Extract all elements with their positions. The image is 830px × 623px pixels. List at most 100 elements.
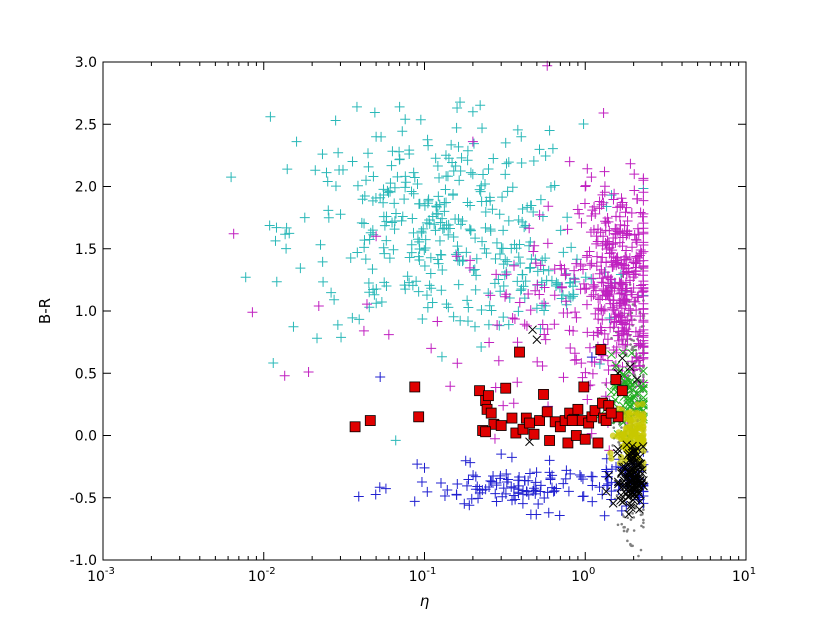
data-point xyxy=(608,295,619,306)
data-point xyxy=(542,238,553,249)
data-point xyxy=(612,426,616,429)
data-point xyxy=(580,272,591,283)
data-point xyxy=(632,331,643,342)
data-point xyxy=(446,139,457,150)
data-point xyxy=(412,234,423,245)
data-point xyxy=(363,277,374,288)
data-point xyxy=(608,194,619,205)
data-point xyxy=(379,220,390,231)
data-point xyxy=(629,230,640,241)
data-point xyxy=(606,256,617,267)
data-point xyxy=(419,261,430,272)
data-point xyxy=(416,477,427,488)
data-point xyxy=(516,131,527,142)
data-point xyxy=(495,249,506,260)
data-point xyxy=(513,252,524,263)
data-point xyxy=(481,248,492,259)
data-point xyxy=(475,100,486,111)
data-point xyxy=(611,211,622,222)
data-point xyxy=(638,341,649,352)
data-point xyxy=(383,329,394,340)
data-point xyxy=(632,529,636,532)
data-point xyxy=(631,426,639,434)
data-point xyxy=(501,469,512,480)
data-point xyxy=(437,213,448,224)
data-point xyxy=(535,480,546,491)
y-tick-label: -0.5 xyxy=(70,491,97,507)
data-point xyxy=(534,289,545,300)
data-point xyxy=(562,224,573,235)
data-point xyxy=(560,296,571,307)
data-point xyxy=(632,292,643,303)
data-point xyxy=(571,258,582,269)
data-point xyxy=(631,544,634,548)
data-point xyxy=(639,413,646,420)
data-point xyxy=(521,486,532,497)
data-point xyxy=(375,371,386,382)
data-point xyxy=(501,477,512,488)
data-point xyxy=(586,428,597,439)
data-point xyxy=(629,518,633,521)
data-point xyxy=(639,400,646,408)
data-point xyxy=(442,484,453,495)
data-point xyxy=(549,319,560,330)
data-point xyxy=(484,337,495,348)
data-point xyxy=(626,539,629,543)
data-point xyxy=(621,294,632,305)
data-point xyxy=(431,209,442,220)
data-point xyxy=(589,281,600,292)
data-point xyxy=(544,435,555,446)
data-point xyxy=(602,355,613,366)
data-point xyxy=(282,164,293,175)
data-point xyxy=(434,172,445,183)
data-point xyxy=(586,273,597,284)
data-point xyxy=(597,489,608,500)
data-point xyxy=(500,488,511,499)
data-point xyxy=(468,138,479,149)
data-point xyxy=(560,269,571,280)
data-point xyxy=(436,351,447,362)
data-point xyxy=(423,195,434,206)
data-point xyxy=(500,382,512,394)
data-point xyxy=(433,191,444,202)
data-point xyxy=(610,223,621,234)
data-point xyxy=(421,290,432,301)
data-point xyxy=(630,262,641,273)
data-point xyxy=(427,297,438,308)
data-point xyxy=(566,242,577,253)
data-point xyxy=(586,258,597,269)
data-point xyxy=(630,326,641,337)
data-point xyxy=(626,417,634,424)
data-point xyxy=(642,521,645,525)
data-point xyxy=(439,223,450,234)
data-point xyxy=(619,308,630,319)
data-point xyxy=(329,294,340,305)
data-point xyxy=(462,145,473,156)
data-point xyxy=(493,355,504,366)
data-point xyxy=(638,442,648,451)
data-point xyxy=(549,485,560,496)
data-point xyxy=(465,457,476,468)
data-point xyxy=(638,208,649,219)
data-point xyxy=(558,308,569,319)
data-point xyxy=(543,265,554,276)
data-point xyxy=(517,498,528,509)
data-point xyxy=(473,493,484,504)
data-point xyxy=(632,375,642,384)
data-point xyxy=(592,236,603,247)
data-point xyxy=(503,215,514,226)
data-point xyxy=(578,118,589,129)
data-point xyxy=(635,207,646,218)
data-point xyxy=(362,148,373,159)
data-point xyxy=(624,482,634,492)
data-point xyxy=(642,375,645,379)
data-point xyxy=(582,250,593,261)
data-point xyxy=(491,496,502,507)
data-point xyxy=(629,489,639,499)
data-point xyxy=(394,101,405,112)
series-2 xyxy=(228,60,649,456)
data-point xyxy=(513,475,524,486)
data-point xyxy=(620,275,624,278)
data-point xyxy=(629,185,640,196)
data-point xyxy=(625,394,634,404)
